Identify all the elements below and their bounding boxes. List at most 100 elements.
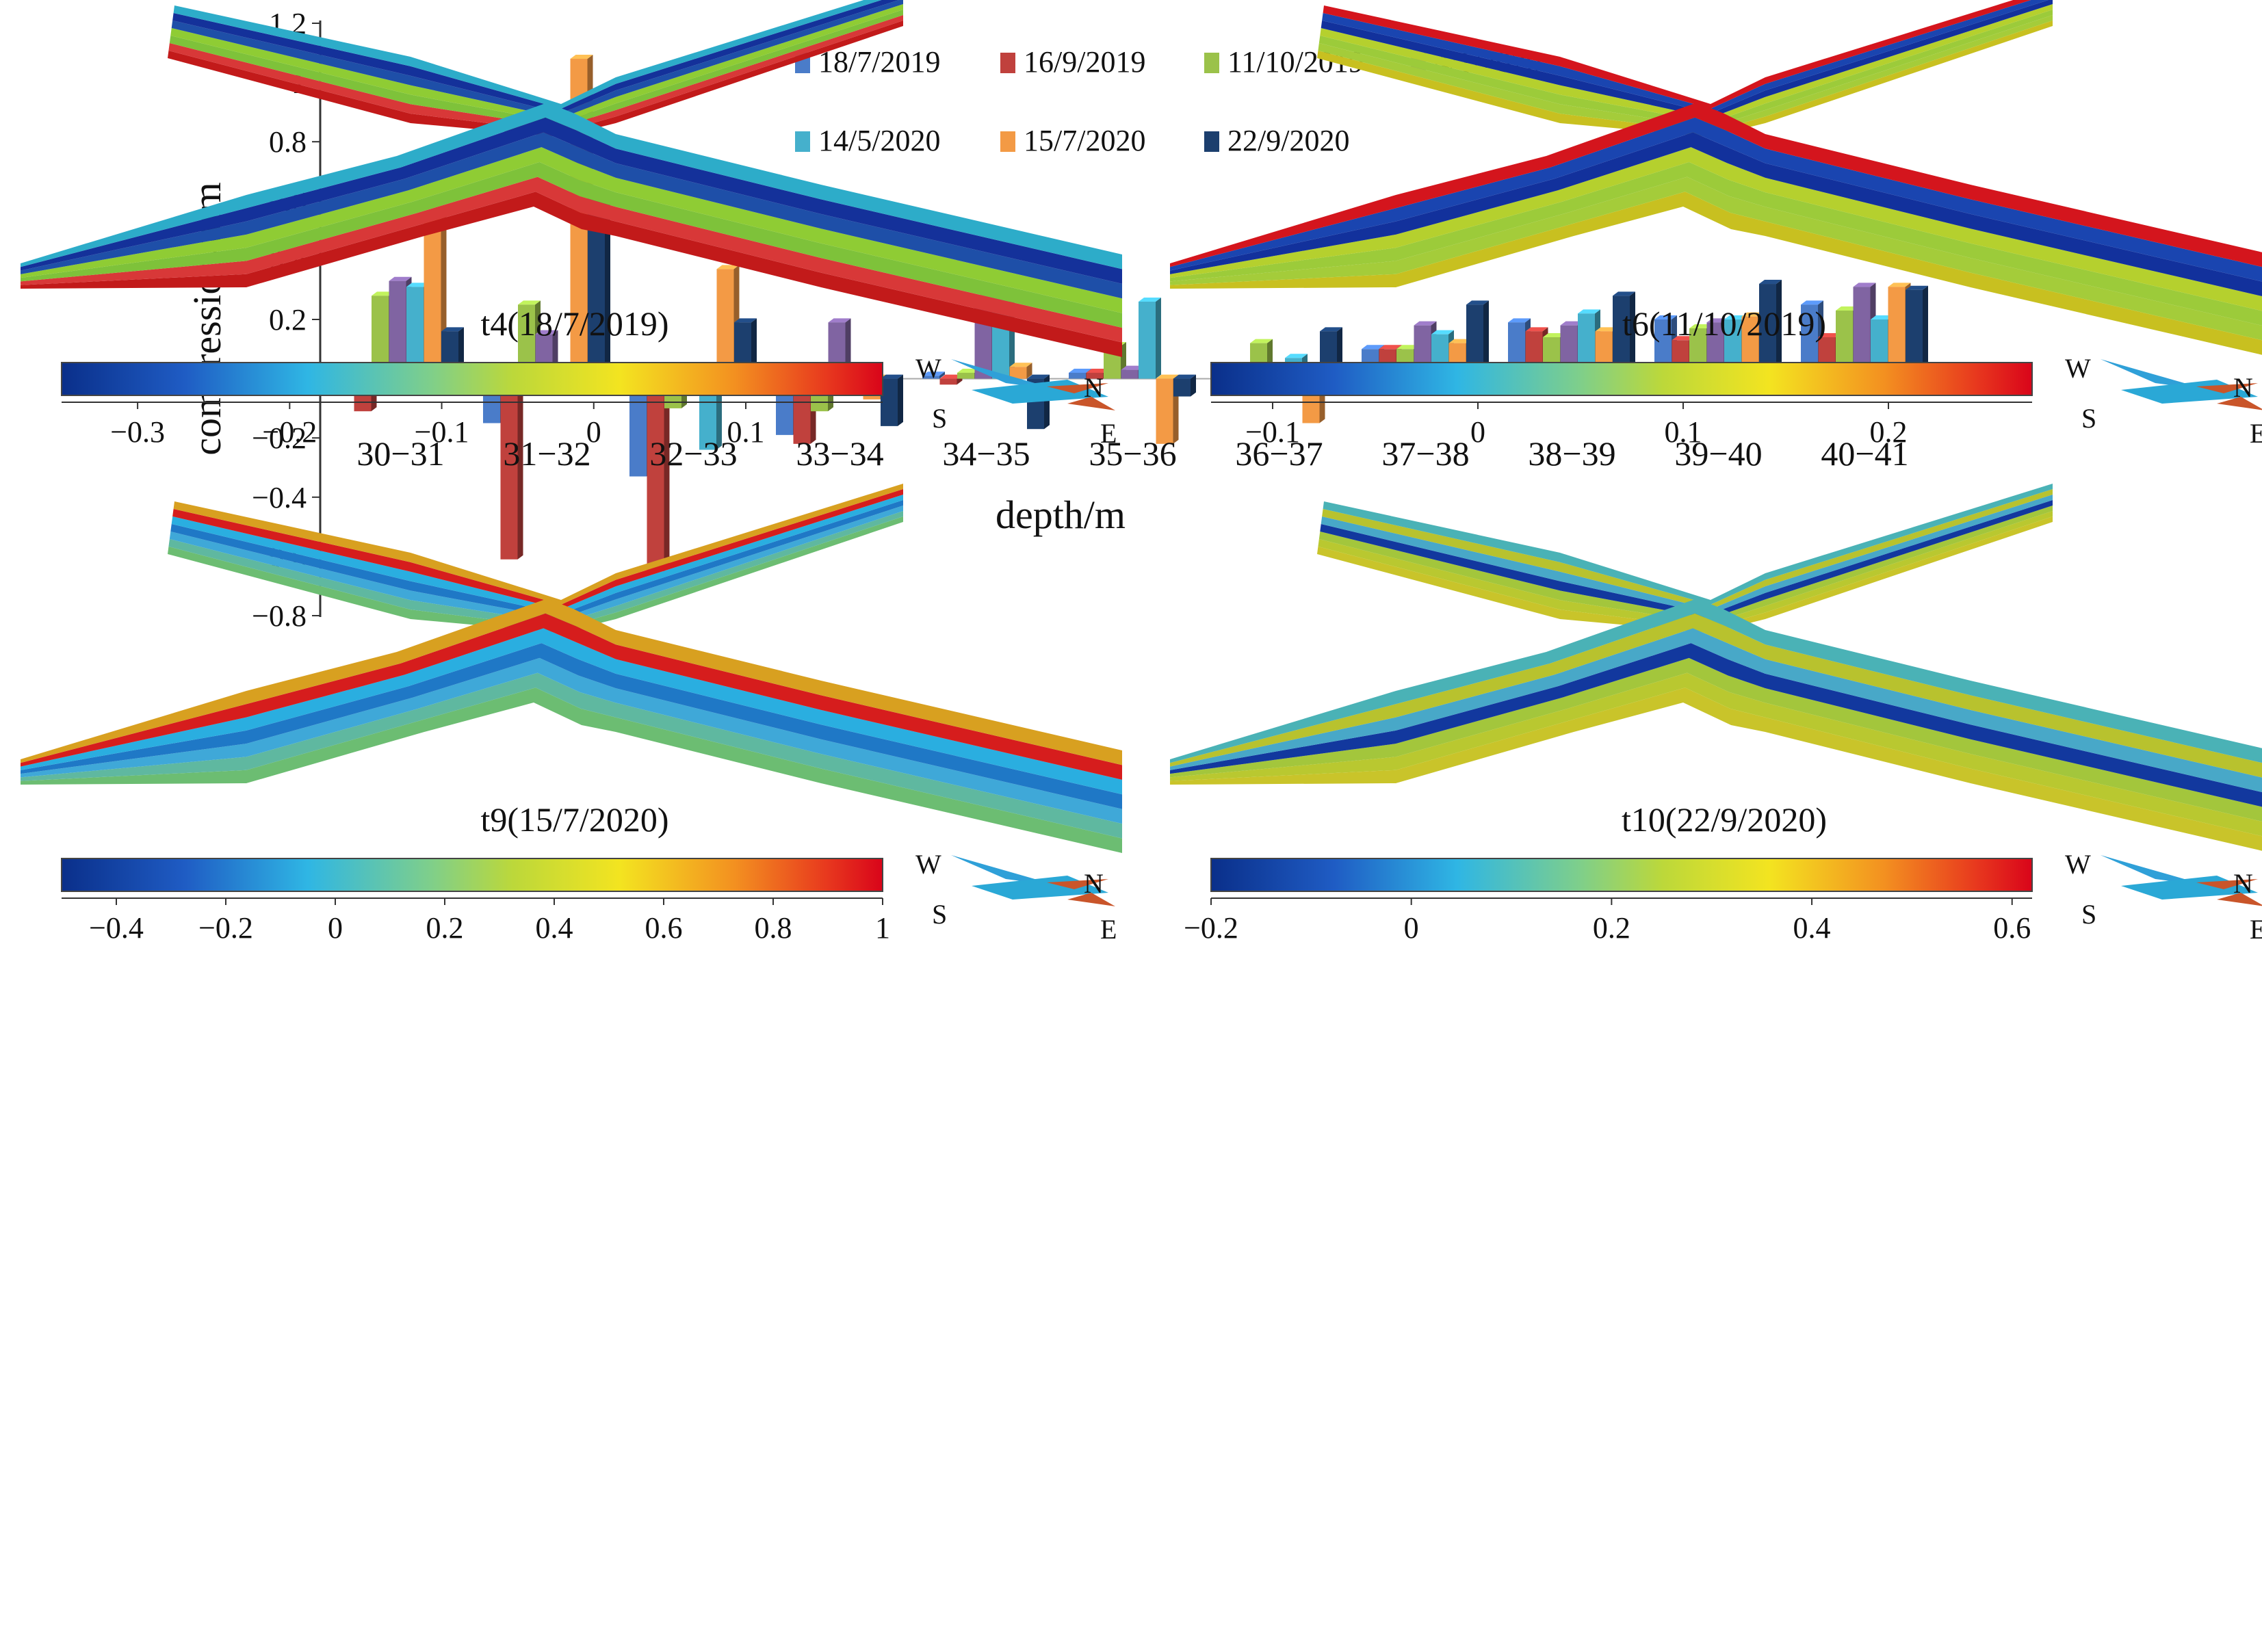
colorbar-tick-label: 0.2 — [1870, 415, 1908, 449]
compass-label-s: S — [932, 403, 947, 434]
compass-label-n: N — [2233, 372, 2253, 403]
bar-top — [1836, 306, 1858, 311]
bar-top — [518, 300, 541, 305]
compass-label-w: W — [2065, 849, 2091, 880]
bar-side — [1156, 298, 1161, 379]
bar — [922, 371, 945, 379]
bar-top — [1009, 363, 1032, 367]
x-tick-label: 35−36 — [1089, 434, 1176, 473]
legend: 18/7/201916/9/201911/10/20194/1/202014/5… — [795, 45, 1541, 157]
bar-top — [1818, 332, 1841, 337]
bar-top — [535, 330, 558, 335]
colorbar-tick-label: 0.2 — [1593, 911, 1630, 945]
compass-label-w: W — [915, 353, 941, 384]
bar-front — [922, 376, 939, 379]
bar — [1139, 298, 1161, 379]
colorbar-tick-label: −0.1 — [415, 415, 469, 449]
bar-top — [1801, 300, 1823, 305]
bar-top — [1414, 321, 1437, 326]
bar-front — [1069, 372, 1086, 379]
colorbar-tick-label: 0 — [328, 911, 343, 945]
bar-top — [734, 318, 757, 323]
compass-label-n: N — [2233, 868, 2253, 899]
bar-top — [1871, 315, 1893, 319]
colorbar-tick-label: −0.2 — [198, 911, 253, 945]
y-tick-label: 0.2 — [269, 303, 307, 337]
x-tick-label: 32−33 — [649, 434, 737, 473]
bar-top — [1086, 368, 1109, 373]
bar-top — [441, 327, 464, 332]
compass-needle-red — [2196, 879, 2258, 889]
legend-swatch — [1000, 53, 1015, 73]
bar-front — [424, 218, 441, 379]
bar-front — [647, 378, 664, 572]
bar-top — [1250, 339, 1273, 343]
strip-layer — [21, 687, 1122, 853]
bar-top — [828, 318, 851, 323]
bar — [1009, 363, 1032, 379]
legend-swatch — [795, 131, 810, 152]
legend-label: 16/9/2019 — [1024, 45, 1145, 79]
bar-top — [716, 265, 740, 270]
strip-layer — [1320, 4, 2053, 123]
legend-entry: 16/9/2019 — [1000, 45, 1145, 79]
bar — [500, 374, 523, 560]
strip-layer — [172, 489, 904, 609]
colorbar-tick-label: 0.4 — [1793, 911, 1831, 945]
strip-layer — [171, 495, 904, 614]
bar — [647, 374, 670, 572]
bar-side — [517, 374, 523, 560]
bar-top — [1508, 318, 1531, 323]
bar-top — [570, 54, 593, 59]
bar-top — [1560, 321, 1583, 326]
panel-caption: t9(15/7/2020) — [481, 800, 669, 839]
x-tick-label: 34−35 — [942, 434, 1030, 473]
bar-top — [1027, 374, 1050, 379]
bar-top — [957, 368, 980, 373]
compass-icon: WS NE — [915, 353, 1117, 449]
bar-top — [1069, 368, 1091, 373]
bar-side — [605, 191, 610, 379]
panel-caption: t4(18/7/2019) — [481, 304, 669, 343]
x-tick-label: 38−39 — [1528, 434, 1615, 473]
bar-top — [1543, 332, 1565, 337]
bar-top — [1121, 365, 1144, 370]
compass-needle-red — [1067, 397, 1115, 410]
bar-top — [1431, 330, 1454, 335]
bar-side — [1630, 291, 1635, 379]
legend-entry: 15/7/2020 — [1000, 124, 1145, 157]
bar-top — [1672, 336, 1695, 341]
panel-caption: t10(22/9/2020) — [1622, 800, 1827, 839]
bar-front — [939, 378, 957, 385]
model-panel-t4: t4(18/7/2019) −0.3 −0.2 −0.1 0 0.1 WS NE — [21, 0, 1122, 449]
bar-top — [922, 371, 945, 376]
model-panel-t10: t10(22/9/2020) −0.2 0 0.2 0.4 0.6 WS NE — [1170, 484, 2262, 945]
x-tick-label: 37−38 — [1381, 434, 1469, 473]
tunnel-strip-upper — [168, 484, 904, 633]
compass-needle-red — [2217, 893, 2262, 906]
colorbar-tick-label: −0.1 — [1245, 415, 1300, 449]
compass-icon: WS NE — [2065, 353, 2262, 449]
model-panels: t4(18/7/2019)−0.3 −0.2 −0.1 0 0.1WSNEt6(11/1… — [21, 0, 2262, 945]
bar-top — [1156, 374, 1179, 379]
bar — [881, 374, 903, 426]
bar-side — [664, 374, 670, 572]
bar-front — [1156, 378, 1173, 444]
compass-label-n: N — [1084, 868, 1104, 899]
strip-layer — [1321, 0, 2053, 118]
bar-side — [1483, 300, 1489, 379]
compass-label-e: E — [1100, 914, 1117, 945]
legend-swatch — [1204, 131, 1219, 152]
bar-top — [1578, 309, 1600, 314]
strip-layer — [21, 192, 1122, 357]
x-axis-tick-labels: 30−31 31−32 32−33 33−34 34−35 35−36 36−37 37−38… — [356, 434, 1908, 473]
bar-top — [1759, 280, 1782, 285]
tunnel-strip-upper — [1317, 484, 2053, 633]
tunnel-strip-lower — [21, 103, 1122, 357]
compass-icon: WS NE — [915, 849, 1117, 945]
colorbar — [1210, 858, 2033, 892]
bar-top — [1525, 327, 1548, 332]
bar-front — [881, 378, 898, 426]
legend-label: 22/9/2020 — [1227, 124, 1349, 157]
strip-layer — [170, 4, 903, 123]
